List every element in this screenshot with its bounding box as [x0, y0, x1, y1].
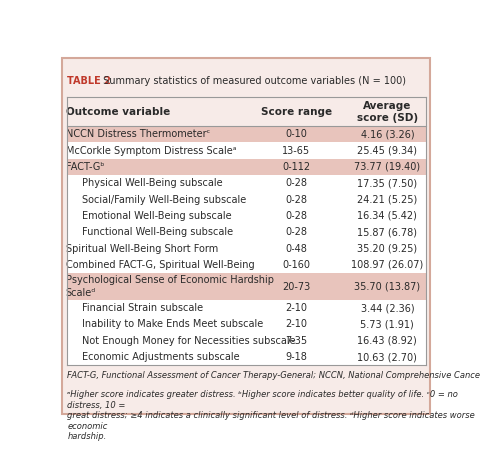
Bar [67, 333, 426, 349]
Bar [67, 349, 426, 365]
Bar [67, 175, 426, 191]
Text: Financial Strain subscale: Financial Strain subscale [83, 303, 204, 313]
Text: TABLE 2: TABLE 2 [67, 76, 111, 86]
Text: Summary statistics of measured outcome variables (N = 100): Summary statistics of measured outcome v… [100, 76, 406, 86]
Bar [67, 126, 426, 142]
Bar [67, 316, 426, 333]
Text: 2-10: 2-10 [285, 319, 307, 330]
Bar [67, 159, 426, 175]
Text: ᵃHigher score indicates greater distress. ᵇHigher score indicates better quality: ᵃHigher score indicates greater distress… [67, 390, 475, 441]
Text: Social/Family Well-Being subscale: Social/Family Well-Being subscale [83, 195, 247, 205]
Text: 0-28: 0-28 [285, 178, 307, 188]
Text: 13-65: 13-65 [282, 146, 310, 156]
Text: Economic Adjustments subscale: Economic Adjustments subscale [83, 352, 240, 362]
Text: McCorkle Symptom Distress Scaleᵃ: McCorkle Symptom Distress Scaleᵃ [66, 146, 236, 156]
Text: 24.21 (5.25): 24.21 (5.25) [357, 195, 418, 205]
Bar [67, 224, 426, 241]
Text: Combined FACT-G, Spiritual Well-Being: Combined FACT-G, Spiritual Well-Being [66, 260, 254, 270]
Text: Average
score (SD): Average score (SD) [357, 101, 418, 122]
Text: 5.73 (1.91): 5.73 (1.91) [360, 319, 414, 330]
FancyBboxPatch shape [62, 58, 430, 414]
Text: 10.63 (2.70): 10.63 (2.70) [358, 352, 417, 362]
Text: 0-48: 0-48 [285, 244, 307, 254]
Text: 0-28: 0-28 [285, 195, 307, 205]
Text: 73.77 (19.40): 73.77 (19.40) [354, 162, 420, 172]
Text: Emotional Well-Being subscale: Emotional Well-Being subscale [83, 211, 232, 221]
Text: Inability to Make Ends Meet subscale: Inability to Make Ends Meet subscale [83, 319, 264, 330]
Text: 16.43 (8.92): 16.43 (8.92) [358, 336, 417, 346]
Text: 2-10: 2-10 [285, 303, 307, 313]
Text: 108.97 (26.07): 108.97 (26.07) [351, 260, 423, 270]
Text: 35.20 (9.25): 35.20 (9.25) [357, 244, 418, 254]
Text: 0-160: 0-160 [282, 260, 310, 270]
Text: 15.87 (6.78): 15.87 (6.78) [357, 227, 418, 237]
Bar [67, 142, 426, 159]
Bar [67, 273, 426, 300]
Text: 0-28: 0-28 [285, 227, 307, 237]
Text: 0-28: 0-28 [285, 211, 307, 221]
Text: 3.44 (2.36): 3.44 (2.36) [360, 303, 414, 313]
Text: Not Enough Money for Necessities subscale: Not Enough Money for Necessities subscal… [83, 336, 296, 346]
Bar [67, 241, 426, 257]
Text: NCCN Distress Thermometerᶜ: NCCN Distress Thermometerᶜ [66, 129, 210, 139]
Text: FACT-Gᵇ: FACT-Gᵇ [66, 162, 104, 172]
Bar [67, 191, 426, 208]
Text: 20-73: 20-73 [282, 282, 311, 291]
Text: 7-35: 7-35 [285, 336, 307, 346]
Text: Score range: Score range [261, 107, 332, 117]
Text: 16.34 (5.42): 16.34 (5.42) [358, 211, 417, 221]
Text: Psychological Sense of Economic Hardship
Scaleᵈ: Psychological Sense of Economic Hardship… [66, 276, 274, 298]
Bar [67, 208, 426, 224]
Bar [67, 300, 426, 316]
Text: Outcome variable: Outcome variable [66, 107, 170, 117]
Text: 35.70 (13.87): 35.70 (13.87) [354, 282, 420, 291]
Text: 25.45 (9.34): 25.45 (9.34) [357, 146, 418, 156]
Text: 0-112: 0-112 [282, 162, 310, 172]
Text: Functional Well-Being subscale: Functional Well-Being subscale [83, 227, 233, 237]
Bar [67, 257, 426, 273]
Text: 17.35 (7.50): 17.35 (7.50) [357, 178, 418, 188]
Text: 9-18: 9-18 [285, 352, 307, 362]
Text: Physical Well-Being subscale: Physical Well-Being subscale [83, 178, 223, 188]
Text: 4.16 (3.26): 4.16 (3.26) [360, 129, 414, 139]
Text: Spiritual Well-Being Short Form: Spiritual Well-Being Short Form [66, 244, 218, 254]
Text: FACT-G, Functional Assessment of Cancer Therapy-General; NCCN, National Comprehe: FACT-G, Functional Assessment of Cancer … [67, 371, 480, 380]
Text: 0-10: 0-10 [285, 129, 307, 139]
